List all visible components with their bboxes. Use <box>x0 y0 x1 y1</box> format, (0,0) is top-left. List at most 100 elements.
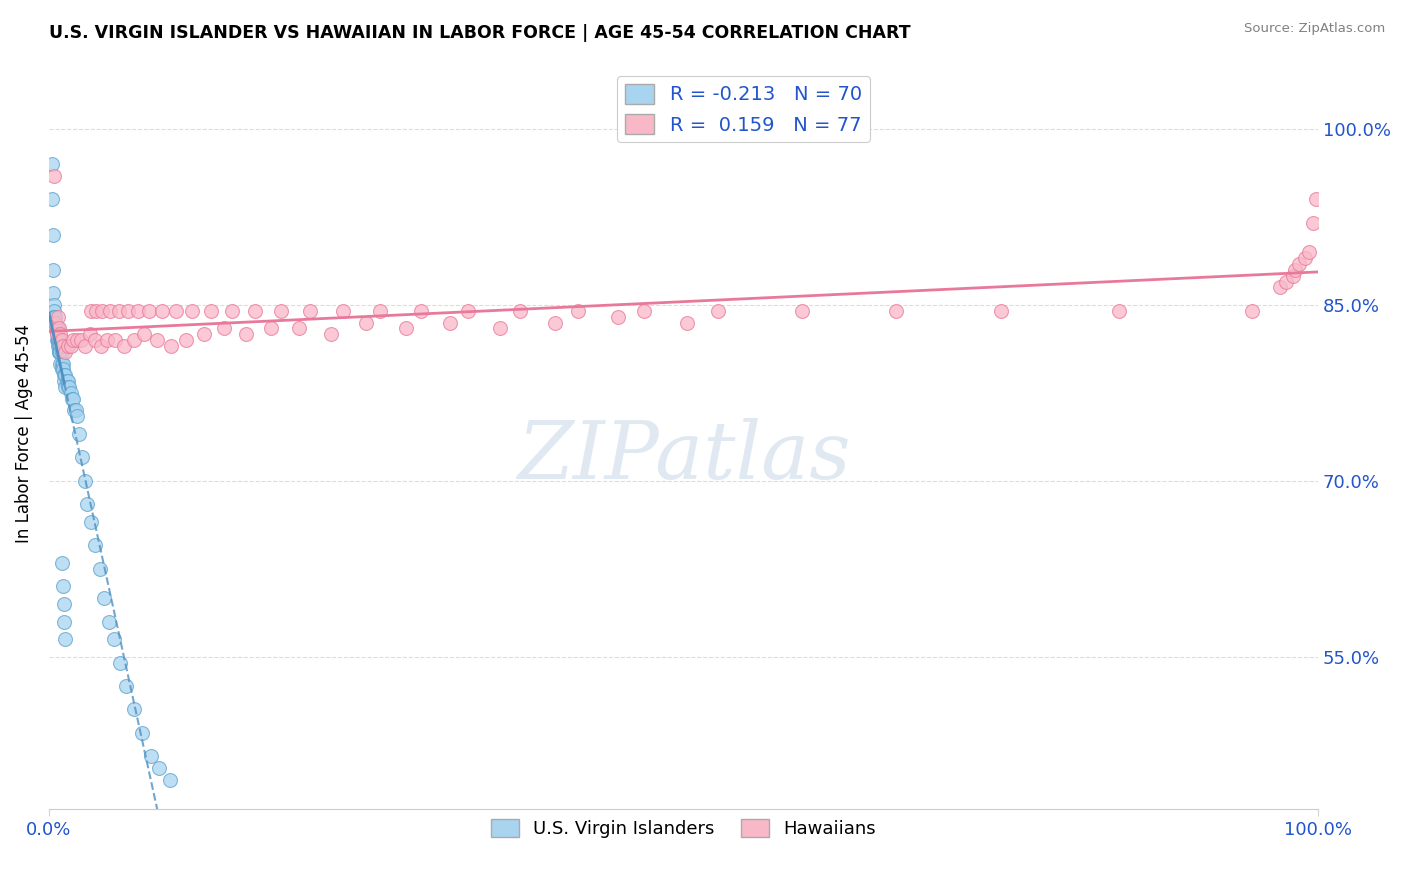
Point <box>46 333 69 347</box>
Point <box>1294 251 1316 265</box>
Point <box>1268 280 1291 294</box>
Point <box>165 303 187 318</box>
Point <box>51 344 73 359</box>
Point <box>221 303 243 318</box>
Point <box>44 321 66 335</box>
Point <box>790 303 813 318</box>
Point <box>42 310 65 324</box>
Point <box>1284 262 1306 277</box>
Point <box>181 303 204 318</box>
Point <box>117 303 139 318</box>
Point <box>79 327 101 342</box>
Point <box>55 632 77 647</box>
Legend: U.S. Virgin Islanders, Hawaiians: U.S. Virgin Islanders, Hawaiians <box>484 812 883 845</box>
Point <box>104 333 127 347</box>
Point <box>368 303 391 318</box>
Point <box>52 357 75 371</box>
Text: U.S. VIRGIN ISLANDER VS HAWAIIAN IN LABOR FORCE | AGE 45-54 CORRELATION CHART: U.S. VIRGIN ISLANDER VS HAWAIIAN IN LABO… <box>49 24 911 42</box>
Point <box>48 321 70 335</box>
Point <box>42 286 65 301</box>
Point <box>884 303 907 318</box>
Point <box>42 310 65 324</box>
Point <box>49 344 72 359</box>
Point <box>394 321 416 335</box>
Point <box>53 374 76 388</box>
Point <box>159 772 181 787</box>
Point <box>63 403 86 417</box>
Point <box>73 474 96 488</box>
Point <box>46 321 69 335</box>
Point <box>409 303 432 318</box>
Point <box>73 339 96 353</box>
Point <box>193 327 215 342</box>
Point <box>49 339 72 353</box>
Point <box>299 303 322 318</box>
Point <box>108 656 131 670</box>
Point <box>115 679 138 693</box>
Point <box>146 333 169 347</box>
Point <box>80 303 103 318</box>
Text: ZIPatlas: ZIPatlas <box>517 417 851 495</box>
Point <box>52 579 75 593</box>
Point <box>567 303 589 318</box>
Point <box>676 316 699 330</box>
Point <box>44 316 66 330</box>
Point <box>45 333 67 347</box>
Point <box>148 761 170 775</box>
Point <box>457 303 479 318</box>
Point <box>97 615 120 629</box>
Point <box>98 303 121 318</box>
Point <box>990 303 1012 318</box>
Point <box>1275 275 1298 289</box>
Point <box>41 193 63 207</box>
Point <box>51 357 73 371</box>
Point <box>62 392 84 406</box>
Point <box>62 333 84 347</box>
Point <box>48 344 70 359</box>
Point <box>112 339 135 353</box>
Point <box>80 515 103 529</box>
Point <box>55 380 77 394</box>
Point <box>235 327 257 342</box>
Point <box>45 321 67 335</box>
Point <box>243 303 266 318</box>
Point <box>84 303 107 318</box>
Point <box>49 357 72 371</box>
Point <box>1281 268 1303 283</box>
Point <box>42 303 65 318</box>
Point <box>49 327 72 342</box>
Point <box>93 591 115 606</box>
Point <box>76 497 98 511</box>
Point <box>1298 245 1320 260</box>
Point <box>48 333 70 347</box>
Point <box>139 749 162 764</box>
Point <box>42 227 65 242</box>
Point <box>633 303 655 318</box>
Point <box>46 339 69 353</box>
Point <box>356 316 378 330</box>
Point <box>48 344 70 359</box>
Point <box>41 157 63 171</box>
Point <box>66 333 89 347</box>
Point <box>56 380 79 394</box>
Point <box>58 380 80 394</box>
Point <box>56 374 79 388</box>
Point <box>51 362 73 376</box>
Point <box>96 333 118 347</box>
Point <box>65 403 87 417</box>
Point <box>55 368 77 383</box>
Point <box>89 562 111 576</box>
Point <box>42 169 65 183</box>
Point <box>122 702 145 716</box>
Point <box>69 333 91 347</box>
Point <box>260 321 283 335</box>
Point <box>44 321 66 335</box>
Point <box>83 538 105 552</box>
Point <box>212 321 235 335</box>
Point <box>53 368 76 383</box>
Point <box>288 321 311 335</box>
Point <box>138 303 160 318</box>
Point <box>52 362 75 376</box>
Point <box>45 321 67 335</box>
Point <box>60 392 83 406</box>
